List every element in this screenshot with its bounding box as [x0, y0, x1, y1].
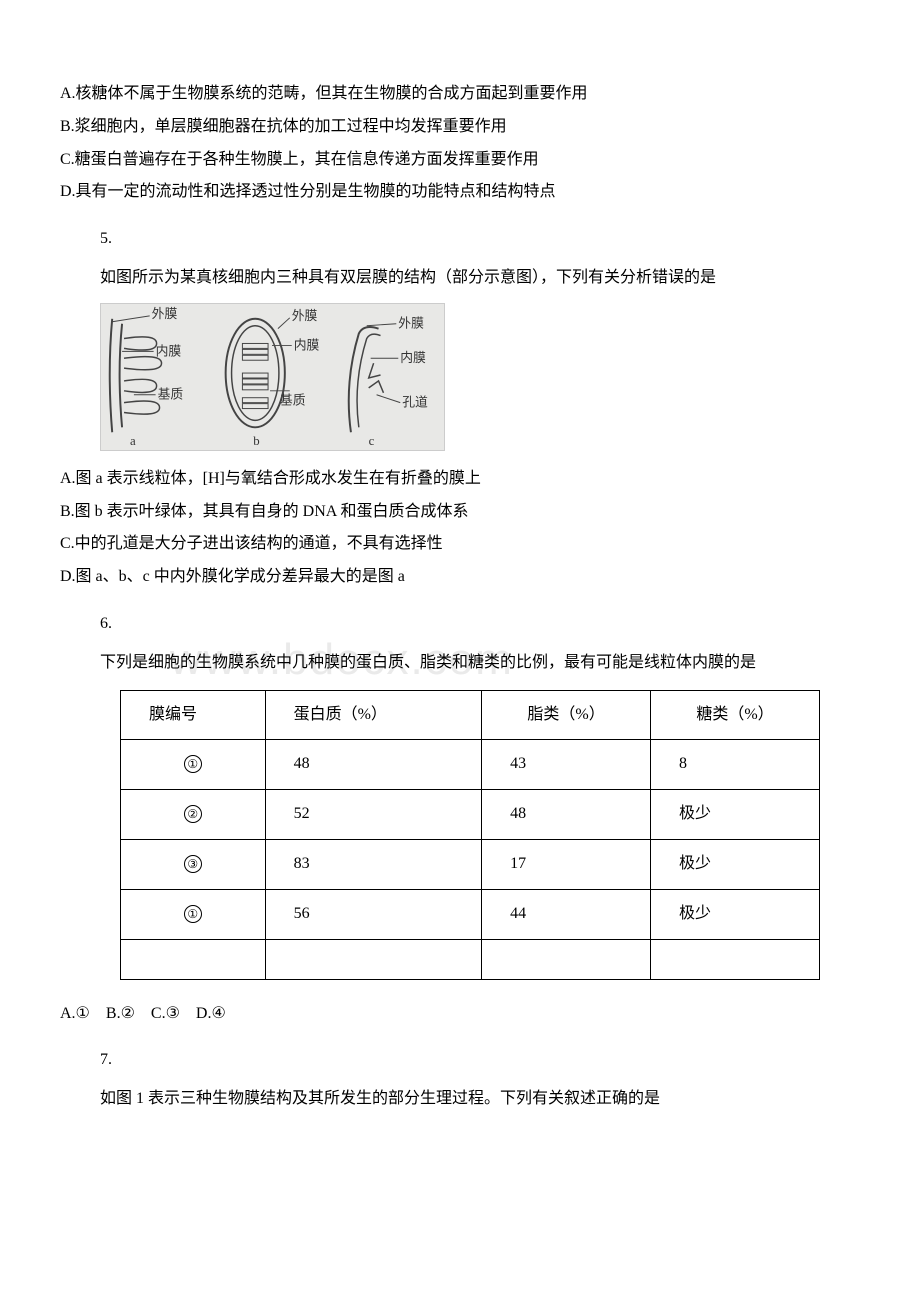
diagram-structure-c: 外膜 内膜 孔道 c [349, 316, 428, 447]
table-cell: ② [121, 790, 266, 840]
q4-option-d: D.具有一定的流动性和选择透过性分别是生物膜的功能特点和结构特点 [60, 178, 860, 207]
svg-text:c: c [369, 434, 375, 448]
q5-option-b: B.图 b 表示叶绿体，其具有自身的 DNA 和蛋白质合成体系 [60, 498, 860, 527]
svg-text:孔道: 孔道 [402, 395, 428, 409]
table-row: ② 52 48 极少 [121, 790, 820, 840]
table-cell: 83 [265, 839, 482, 889]
q4-option-b: B.浆细胞内，单层膜细胞器在抗体的加工过程中均发挥重要作用 [60, 113, 860, 142]
q5-option-a: A.图 a 表示线粒体，[H]与氧结合形成水发生在有折叠的膜上 [60, 465, 860, 494]
svg-text:外膜: 外膜 [292, 309, 318, 323]
table-header-row: 膜编号 蛋白质（%） 脂类（%） 糖类（%） [121, 690, 820, 740]
table-cell [482, 939, 651, 979]
diagram-structure-a: 外膜 内膜 基质 a [110, 307, 184, 448]
table-header-cell: 糖类（%） [651, 690, 820, 740]
q7-stem: 如图 1 表示三种生物膜结构及其所发生的部分生理过程。下列有关叙述正确的是 [60, 1085, 860, 1114]
svg-text:内膜: 内膜 [156, 344, 182, 358]
q5-diagram: 外膜 内膜 基质 a 外膜 内膜 基质 b [100, 303, 445, 451]
q5-option-c: C.中的孔道是大分子进出该结构的通道，不具有选择性 [60, 530, 860, 559]
table-cell: 48 [482, 790, 651, 840]
table-row: ③ 83 17 极少 [121, 839, 820, 889]
table-header-cell: 蛋白质（%） [265, 690, 482, 740]
table-cell: 44 [482, 889, 651, 939]
table-row: ① 48 43 8 [121, 740, 820, 790]
q6-table: 膜编号 蛋白质（%） 脂类（%） 糖类（%） ① 48 43 8 ② 52 48… [120, 690, 820, 980]
table-header-cell: 膜编号 [121, 690, 266, 740]
svg-text:b: b [253, 434, 259, 448]
table-row: ① 56 44 极少 [121, 889, 820, 939]
table-cell: 8 [651, 740, 820, 790]
q6-answers: A.① B.② C.③ D.④ [60, 1000, 860, 1029]
svg-text:a: a [130, 434, 136, 448]
table-cell: 极少 [651, 889, 820, 939]
q4-option-c: C.糖蛋白普遍存在于各种生物膜上，其在信息传递方面发挥重要作用 [60, 146, 860, 175]
q6-number: 6. [60, 610, 860, 639]
svg-text:内膜: 内膜 [400, 351, 426, 365]
table-cell: 极少 [651, 839, 820, 889]
table-cell: 17 [482, 839, 651, 889]
table-cell: 48 [265, 740, 482, 790]
table-cell [265, 939, 482, 979]
q5-stem: 如图所示为某真核细胞内三种具有双层膜的结构（部分示意图），下列有关分析错误的是 [60, 264, 860, 293]
svg-text:基质: 基质 [158, 387, 184, 401]
table-cell: ③ [121, 839, 266, 889]
table-cell: 52 [265, 790, 482, 840]
svg-text:外膜: 外膜 [398, 316, 424, 330]
svg-text:外膜: 外膜 [152, 307, 178, 321]
q4-option-a: A.核糖体不属于生物膜系统的范畴，但其在生物膜的合成方面起到重要作用 [60, 80, 860, 109]
q6-stem: 下列是细胞的生物膜系统中几种膜的蛋白质、脂类和糖类的比例，最有可能是线粒体内膜的… [60, 649, 860, 678]
table-cell: 56 [265, 889, 482, 939]
svg-text:基质: 基质 [280, 393, 306, 407]
table-cell [121, 939, 266, 979]
table-cell: 43 [482, 740, 651, 790]
table-header-cell: 脂类（%） [482, 690, 651, 740]
table-cell [651, 939, 820, 979]
table-cell: ① [121, 740, 266, 790]
diagram-structure-b: 外膜 内膜 基质 b [226, 309, 320, 448]
table-row [121, 939, 820, 979]
svg-text:内膜: 内膜 [294, 338, 320, 352]
q5-option-d: D.图 a、b、c 中内外膜化学成分差异最大的是图 a [60, 563, 860, 592]
q5-number: 5. [60, 225, 860, 254]
table-cell: ① [121, 889, 266, 939]
q7-number: 7. [60, 1046, 860, 1075]
table-cell: 极少 [651, 790, 820, 840]
